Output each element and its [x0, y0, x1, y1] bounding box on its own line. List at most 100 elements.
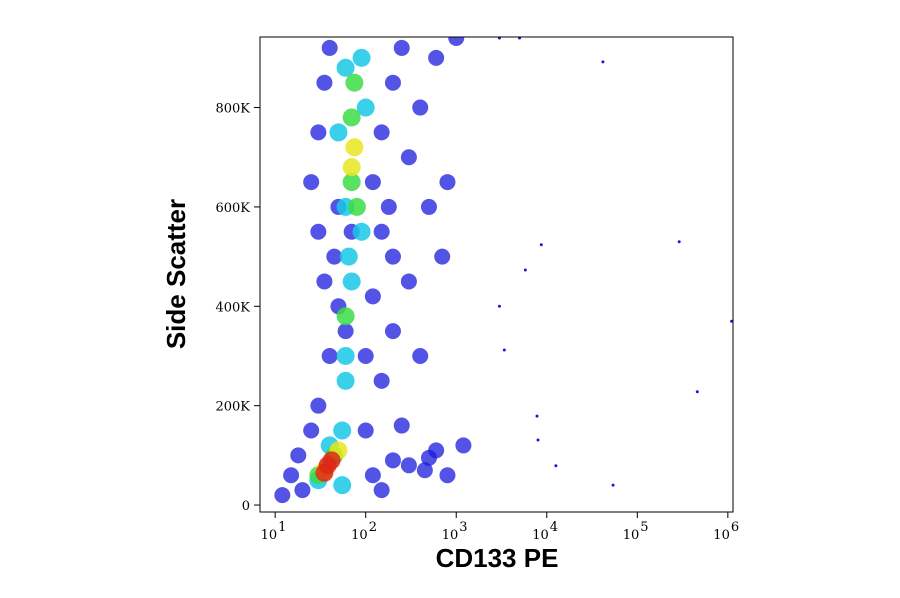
x-tick-exponent: 2: [369, 520, 377, 535]
point: [342, 173, 361, 192]
point: [420, 198, 437, 215]
point: [339, 247, 358, 266]
point: [357, 347, 374, 364]
point: [412, 99, 429, 116]
x-tick-exponent: 5: [640, 520, 648, 535]
point: [364, 288, 381, 305]
point: [316, 273, 333, 290]
y-tick-label: 800K: [215, 102, 250, 117]
point: [316, 74, 333, 91]
point: [497, 37, 501, 40]
point: [502, 348, 506, 352]
point: [342, 272, 361, 291]
point: [393, 417, 410, 434]
point: [357, 422, 374, 439]
point: [356, 98, 375, 117]
x-tick-exponent: 6: [731, 520, 739, 535]
x-tick-label: 10: [442, 528, 459, 543]
point: [321, 39, 338, 56]
point: [294, 482, 311, 499]
point: [329, 123, 348, 142]
point: [345, 138, 364, 157]
point: [497, 304, 501, 308]
point: [695, 390, 699, 394]
point: [523, 268, 527, 272]
point: [336, 346, 355, 365]
point: [384, 452, 401, 469]
point: [336, 371, 355, 390]
y-axis-label: Side Scatter: [161, 199, 191, 349]
point: [336, 58, 355, 77]
point: [310, 397, 327, 414]
x-tick-exponent: 1: [278, 520, 286, 535]
point: [384, 323, 401, 340]
point: [352, 48, 371, 67]
point: [439, 467, 456, 484]
point: [439, 174, 456, 191]
point: [677, 240, 681, 244]
point: [310, 223, 327, 240]
point: [342, 158, 361, 177]
x-tick-label: 10: [713, 528, 730, 543]
plot-points: [274, 37, 733, 504]
x-tick-label: 10: [623, 528, 640, 543]
point: [400, 457, 417, 474]
point: [536, 438, 540, 442]
x-axis-label: CD133 PE: [436, 543, 559, 573]
point: [400, 149, 417, 166]
point: [428, 442, 445, 459]
point: [416, 462, 433, 479]
point: [380, 198, 397, 215]
point: [518, 37, 522, 40]
point: [384, 74, 401, 91]
point: [321, 347, 338, 364]
plot-frame: [259, 36, 734, 513]
x-tick-label: 10: [351, 528, 368, 543]
point: [448, 37, 465, 46]
point: [412, 347, 429, 364]
point: [384, 248, 401, 265]
point: [337, 323, 354, 340]
point: [303, 174, 320, 191]
point: [400, 273, 417, 290]
point: [364, 467, 381, 484]
point: [336, 307, 355, 326]
point: [393, 39, 410, 56]
point: [283, 467, 300, 484]
x-tick-label: 10: [261, 528, 278, 543]
point: [274, 487, 291, 504]
point: [373, 482, 390, 499]
point: [434, 248, 451, 265]
x-tick-exponent: 3: [459, 520, 467, 535]
point: [611, 483, 615, 487]
point: [315, 463, 334, 482]
point: [333, 476, 352, 495]
y-tick-label: 400K: [215, 300, 250, 315]
point: [333, 421, 352, 440]
point: [730, 319, 733, 323]
point: [342, 108, 361, 127]
point: [310, 124, 327, 141]
point: [347, 197, 366, 216]
point: [554, 464, 558, 468]
point: [455, 437, 472, 454]
point: [428, 49, 445, 66]
point: [539, 243, 543, 247]
y-tick-label: 600K: [215, 201, 250, 216]
y-tick-label: 200K: [215, 400, 250, 415]
point: [373, 372, 390, 389]
point: [373, 223, 390, 240]
point: [345, 73, 364, 92]
point: [364, 174, 381, 191]
point: [290, 447, 307, 464]
point: [535, 414, 539, 418]
y-tick-label: 0: [242, 499, 250, 514]
point: [326, 248, 343, 265]
point: [303, 422, 320, 439]
point: [373, 124, 390, 141]
x-tick-label: 10: [532, 528, 549, 543]
point: [352, 222, 371, 241]
x-tick-exponent: 4: [550, 520, 558, 535]
